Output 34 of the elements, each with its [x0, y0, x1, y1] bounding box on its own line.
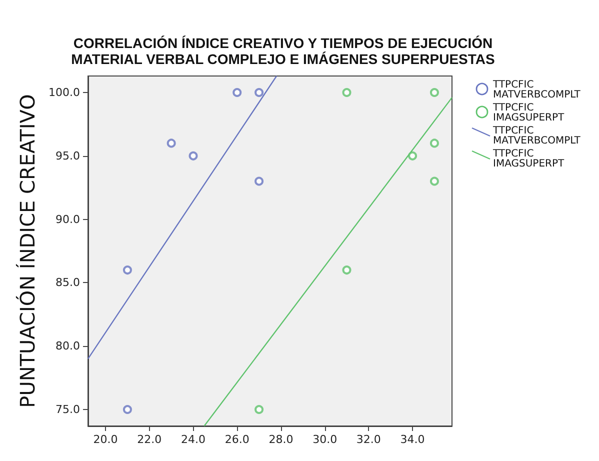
x-tick-label: 22.0 [137, 433, 162, 446]
x-tick-label: 20.0 [93, 433, 118, 446]
legend-label: TTPCFIC MATVERBCOMPLT [492, 126, 582, 146]
y-tick-label: 100.0 [48, 86, 80, 99]
y-axis-title: PUNTUACIÓN ÍNDICE CREATIVO [16, 94, 40, 408]
point [430, 88, 439, 97]
y-tick-label: 85.0 [56, 276, 80, 290]
legend-label: TTPCFIC MATVERBCOMPLT [492, 80, 582, 100]
chart-title: CORRELACIÓN ÍNDICE CREATIVO Y TIEMPOS DE EJECUCIÓN MATERIAL VERBAL COMPLEJO E IMÁGENES SUPERPUESTAS [71, 35, 495, 67]
point [122, 266, 132, 275]
point [254, 88, 264, 97]
point [408, 151, 418, 160]
x-tick-label: 26.0 [224, 433, 250, 446]
point [342, 266, 352, 275]
x-tick-label: 30.0 [312, 433, 338, 446]
point [232, 88, 242, 97]
point [430, 176, 439, 186]
y-tick-label: 90.0 [56, 212, 80, 226]
point [342, 88, 352, 97]
point [188, 151, 198, 160]
y-tick-label: 80.0 [56, 340, 80, 353]
point [430, 138, 439, 148]
point [254, 405, 264, 414]
y-tick-label: 75.0 [56, 403, 80, 416]
legend-label: TTPCFIC IMAGSUPERPT [492, 148, 565, 170]
point [122, 405, 132, 414]
point [254, 176, 264, 186]
x-tick-label: 32.0 [356, 433, 381, 446]
x-tick-label: 24.0 [181, 433, 206, 446]
y-tick-label: 95.0 [56, 149, 80, 162]
point [166, 138, 176, 148]
x-tick-label: 28.0 [268, 433, 294, 446]
x-tick-label: 34.0 [400, 433, 425, 446]
legend-label: TTPCFIC IMAGSUPERPT [492, 102, 565, 124]
